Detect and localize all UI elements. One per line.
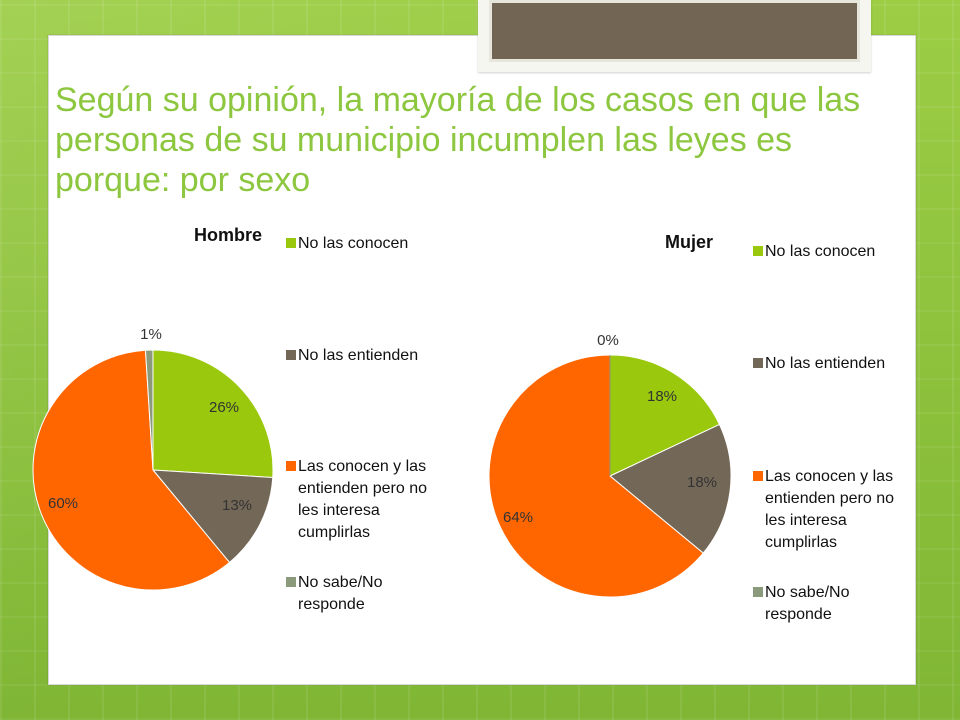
legend-swatch	[753, 246, 763, 256]
page-title: Según su opinión, la mayoría de los caso…	[55, 81, 861, 199]
legend-item: No las entienden	[286, 347, 418, 364]
legend-label: No las entienden	[298, 347, 418, 364]
pie-slice-no-las-entienden	[151, 469, 274, 564]
data-label: 26%	[209, 399, 239, 416]
chart-title: Hombre	[194, 225, 262, 245]
legend-item: Las conocen y las entienden pero no les in…	[286, 458, 427, 541]
legend-item: No sabe/No responde	[753, 584, 850, 623]
legend-swatch	[286, 461, 296, 471]
legend-item: No las conocen	[286, 235, 408, 252]
data-label: 18%	[647, 388, 677, 405]
legend-label: No las conocen	[765, 243, 875, 260]
pie-slice-no-las-conocen	[152, 349, 274, 479]
legend-item: No sabe/No responde	[286, 574, 383, 613]
pie-chart-hombre: Hombre 26% 13% 60% 1% No las conocen No las en…	[32, 225, 427, 613]
data-label: 64%	[503, 509, 533, 526]
legend-swatch	[753, 471, 763, 481]
legend-label: No las conocen	[298, 235, 408, 252]
legend-item: Las conocen y las entienden pero no les in…	[753, 468, 894, 551]
legend-label: No sabe/No responde	[298, 574, 383, 613]
legend-swatch	[286, 350, 296, 360]
legend-item: No las entienden	[753, 355, 885, 372]
pie-slice-no-las-conocen	[609, 354, 721, 477]
data-label: 60%	[48, 495, 78, 512]
legend-label: Las conocen y las entienden pero no les in…	[298, 458, 427, 541]
pie-chart-mujer: Mujer 18% 18% 64% 0% No las conocen No las ent…	[488, 232, 894, 623]
data-label: 18%	[687, 474, 717, 491]
legend-swatch	[753, 587, 763, 597]
data-label: 0%	[597, 332, 619, 349]
legend-item: No las conocen	[753, 243, 875, 260]
pie-slice-las-conocen-y-las-entienden-pero-no-les-interesa-cumplirlas	[488, 354, 704, 598]
chart-title: Mujer	[665, 232, 713, 252]
data-label: 13%	[222, 497, 252, 514]
legend-label: No sabe/No responde	[765, 584, 850, 623]
pie-slice-no-sabe-no-responde	[144, 349, 154, 471]
legend-swatch	[286, 577, 296, 587]
legend-swatch	[753, 358, 763, 368]
legend-label: Las conocen y las entienden pero no les in…	[765, 468, 894, 551]
legend-swatch	[286, 238, 296, 248]
pie-slice-no-las-entienden	[609, 423, 732, 554]
legend-label: No las entienden	[765, 355, 885, 372]
top-decorative-box-inner	[489, 0, 860, 62]
pie-slice-las-conocen-y-las-entienden-pero-no-les-interesa-cumplirlas	[32, 349, 231, 591]
data-label: 1%	[140, 326, 162, 343]
